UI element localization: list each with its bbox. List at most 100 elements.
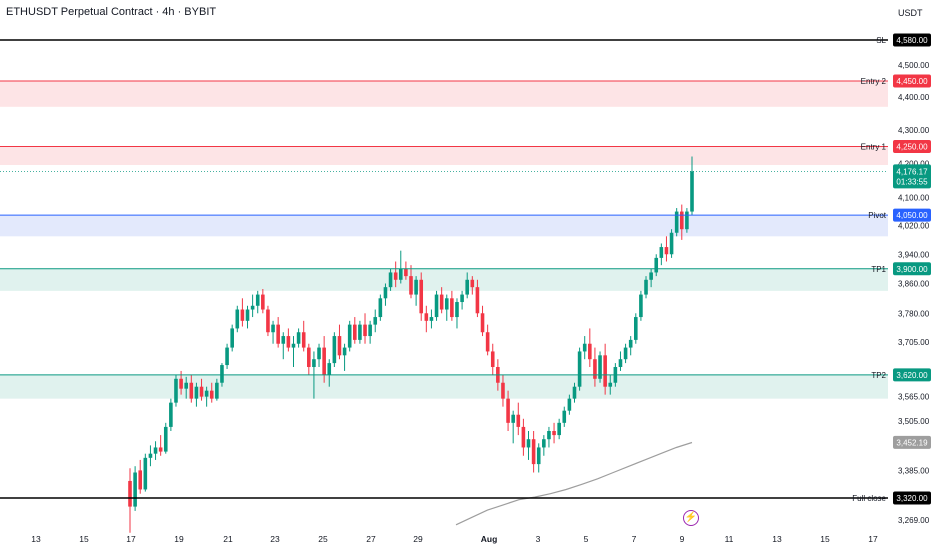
x-tick-label: 29 bbox=[413, 534, 423, 544]
candle-body bbox=[393, 272, 398, 280]
candle-body bbox=[480, 313, 485, 333]
candle-body bbox=[572, 386, 577, 399]
candle-body bbox=[526, 439, 531, 448]
candle-body bbox=[547, 430, 551, 440]
candle-body bbox=[649, 272, 653, 280]
candle-body bbox=[444, 298, 449, 310]
level-label-tp2: TP2 bbox=[871, 371, 886, 380]
x-tick-label: 19 bbox=[174, 534, 184, 544]
candle-body bbox=[557, 422, 561, 436]
candle-body bbox=[235, 309, 240, 329]
y-tick-label: 3,860.00 bbox=[898, 279, 930, 288]
candle-body bbox=[608, 382, 613, 387]
y-tick-label: 4,300.00 bbox=[898, 126, 930, 135]
candle-body bbox=[521, 426, 526, 448]
candle-body bbox=[598, 355, 602, 379]
candle-body bbox=[353, 324, 357, 340]
candle-body bbox=[455, 302, 459, 318]
candle-body bbox=[128, 480, 132, 507]
candles-layer bbox=[128, 156, 694, 533]
candle-body bbox=[373, 317, 378, 325]
candle-body bbox=[312, 359, 316, 368]
lightning-icon[interactable]: ⚡ bbox=[683, 510, 699, 526]
price-tag-bg bbox=[893, 262, 931, 276]
y-tick-label: 3,565.00 bbox=[898, 393, 930, 402]
candle-body bbox=[204, 390, 209, 397]
candle-body bbox=[669, 232, 674, 255]
x-tick-label: 15 bbox=[820, 534, 830, 544]
candle-body bbox=[475, 287, 480, 314]
y-tick-label: 4,200.00 bbox=[898, 159, 930, 168]
candle-body bbox=[690, 171, 694, 212]
x-tick-label: 23 bbox=[270, 534, 280, 544]
x-tick-label: 21 bbox=[223, 534, 233, 544]
candle-body bbox=[337, 336, 342, 356]
candle-body bbox=[383, 287, 388, 299]
x-tick-label: 5 bbox=[584, 534, 589, 544]
price-tag-bg bbox=[893, 33, 931, 47]
candle-body bbox=[133, 472, 137, 507]
candle-body bbox=[511, 414, 515, 423]
y-tick-label: 3,505.00 bbox=[898, 417, 930, 426]
candle-body bbox=[347, 324, 352, 348]
chart-title: ETHUSDT Perpetual Contract · 4h · BYBIT bbox=[6, 6, 217, 18]
y-tick-label: 3,705.00 bbox=[898, 338, 930, 347]
candle-body bbox=[378, 298, 383, 318]
candle-body bbox=[307, 347, 311, 368]
candle-body bbox=[179, 378, 183, 389]
candle-body bbox=[582, 343, 587, 352]
candle-body bbox=[577, 351, 582, 387]
x-tick-label: 17 bbox=[126, 534, 136, 544]
candle-body bbox=[398, 268, 403, 280]
price-tag-full-close: 3,320.00 bbox=[896, 494, 928, 503]
level-label-full-close: Full close bbox=[852, 494, 886, 503]
price-tag-bg bbox=[893, 208, 931, 222]
candle-body bbox=[342, 347, 347, 356]
price-tag-entry-2: 4,450.00 bbox=[896, 77, 928, 86]
candle-body bbox=[409, 276, 413, 295]
candle-body bbox=[618, 359, 623, 368]
candle-body bbox=[567, 398, 572, 411]
candle-body bbox=[163, 426, 168, 452]
candle-body bbox=[261, 294, 265, 310]
price-tag-bg bbox=[893, 139, 931, 153]
candle-body bbox=[169, 402, 173, 427]
zone-entry-2 bbox=[0, 80, 888, 107]
zone-layer bbox=[0, 80, 888, 399]
y-tick-label: 4,100.00 bbox=[898, 194, 930, 203]
candle-body bbox=[685, 211, 689, 230]
moving-average-line bbox=[455, 441, 693, 526]
candle-body bbox=[664, 247, 669, 255]
candle-body bbox=[434, 294, 439, 318]
candle-body bbox=[220, 365, 224, 383]
candle-body bbox=[199, 386, 204, 397]
price-tag-sl: 4,580.00 bbox=[896, 36, 928, 45]
ma-tag-bg bbox=[893, 435, 931, 449]
levels-layer: SL Entry 2 Entry 1 Pivot TP1 TP2 Full close bbox=[0, 36, 888, 503]
candle-body bbox=[628, 339, 633, 348]
price-tag-tp2: 3,620.00 bbox=[896, 371, 928, 380]
candle-body bbox=[465, 279, 469, 295]
x-tick-label: 17 bbox=[868, 534, 878, 544]
x-tick-label: 13 bbox=[31, 534, 41, 544]
candle-body bbox=[291, 343, 296, 348]
price-tag-entry-1: 4,250.00 bbox=[896, 142, 928, 151]
x-tick-label: 15 bbox=[79, 534, 89, 544]
candle-body bbox=[414, 279, 418, 295]
level-label-sl: SL bbox=[876, 36, 886, 45]
y-tick-label: 3,780.00 bbox=[898, 309, 930, 318]
candle-body bbox=[388, 272, 393, 288]
candle-body bbox=[429, 317, 434, 321]
y-tick-label: 4,400.00 bbox=[898, 93, 930, 102]
candle-body bbox=[490, 351, 495, 368]
candle-body bbox=[363, 324, 367, 337]
current-price-tag-bg bbox=[893, 164, 931, 189]
candle-body bbox=[654, 257, 659, 273]
candle-body bbox=[516, 414, 521, 427]
zone-entry-1 bbox=[0, 146, 888, 165]
level-label-pivot: Pivot bbox=[868, 211, 887, 220]
candle-body bbox=[153, 447, 158, 454]
x-tick-label: 25 bbox=[318, 534, 328, 544]
